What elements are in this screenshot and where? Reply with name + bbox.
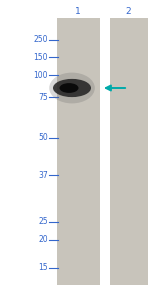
Text: 100: 100 [33,71,48,79]
Ellipse shape [60,83,78,93]
Text: 20: 20 [38,236,48,244]
Text: 150: 150 [33,52,48,62]
Text: 50: 50 [38,134,48,142]
Bar [57,18,100,285]
Ellipse shape [53,79,91,97]
Ellipse shape [49,73,95,103]
Text: 15: 15 [38,263,48,272]
Text: 250: 250 [33,35,48,45]
Text: 75: 75 [38,93,48,101]
Text: 25: 25 [38,217,48,226]
Bar [110,18,148,285]
Text: 37: 37 [38,171,48,180]
Text: 1: 1 [75,8,81,16]
Text: 2: 2 [125,8,131,16]
